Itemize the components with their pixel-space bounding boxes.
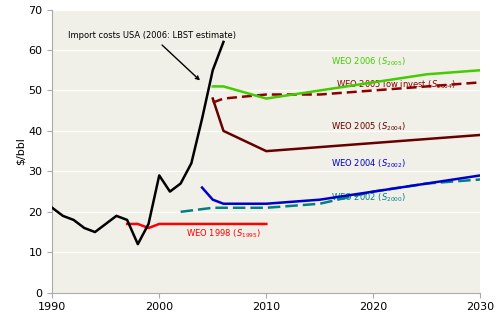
Text: WEO 1998 ($S_{1995}$): WEO 1998 ($S_{1995}$) (186, 228, 261, 240)
Y-axis label: $/bbl: $/bbl (16, 137, 26, 165)
Text: WEO 2006 ($S_{2005}$): WEO 2006 ($S_{2005}$) (330, 56, 406, 68)
Text: WEO 2005 low invest ($S_{2004}$): WEO 2005 low invest ($S_{2004}$) (336, 78, 456, 91)
Text: WEO 2002 ($S_{2000}$): WEO 2002 ($S_{2000}$) (330, 191, 406, 204)
Text: WEO 2004 ($S_{2002}$): WEO 2004 ($S_{2002}$) (330, 157, 406, 169)
Text: Import costs USA (2006: LBST estimate): Import costs USA (2006: LBST estimate) (68, 31, 236, 80)
Text: WEO 2005 ($S_{2004}$): WEO 2005 ($S_{2004}$) (330, 121, 406, 133)
